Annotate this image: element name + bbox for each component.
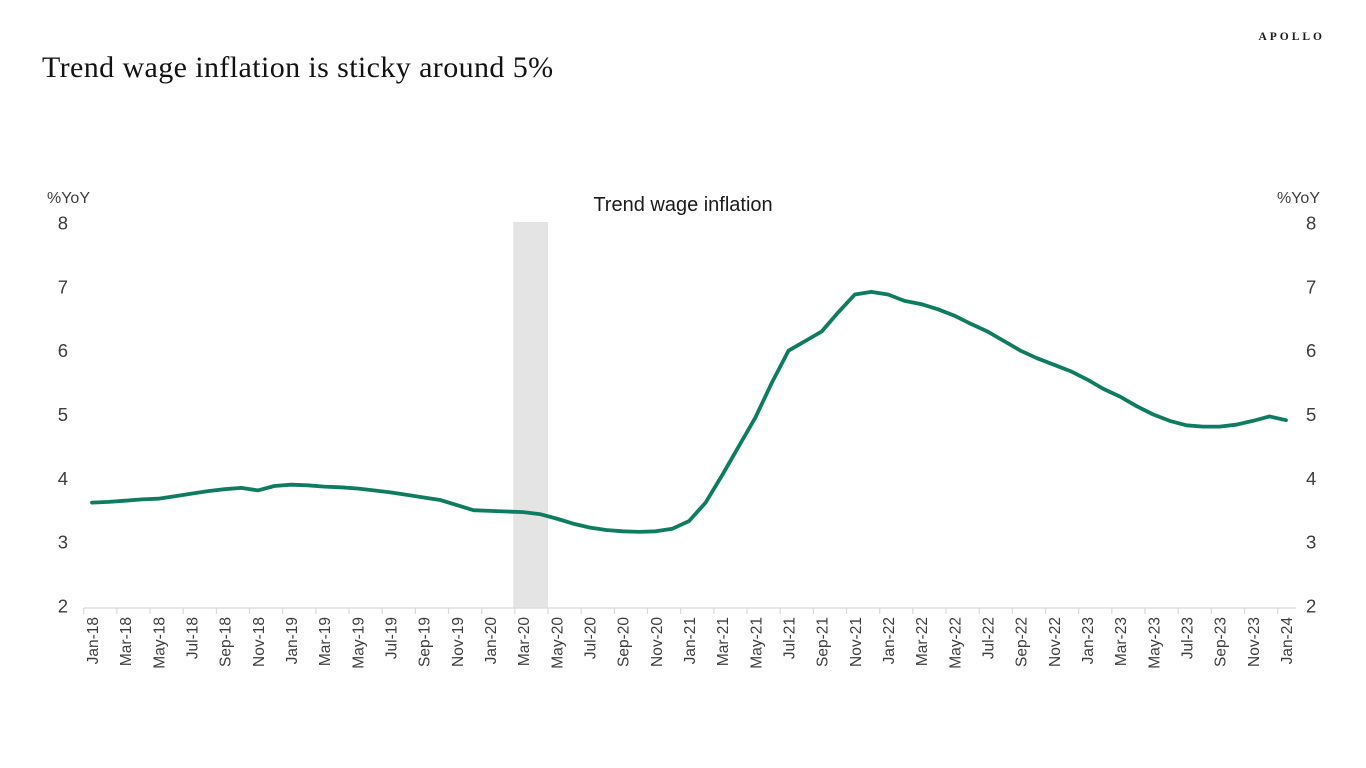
y-axis-tick-label-right: 5 xyxy=(1306,404,1316,425)
x-axis-tick-label: Jul-19 xyxy=(384,617,401,659)
recession-shading-band xyxy=(513,222,548,608)
x-axis-tick-label: Sep-18 xyxy=(218,617,235,667)
right-axis-unit-label: %YoY xyxy=(1277,190,1320,207)
x-axis-tick-label: Mar-19 xyxy=(317,617,334,666)
y-axis-tick-label-right: 4 xyxy=(1306,468,1316,489)
x-axis-tick-label: Nov-18 xyxy=(251,617,268,667)
apollo-logo: APOLLO xyxy=(1258,31,1325,43)
x-axis-tick-label: Sep-21 xyxy=(815,617,832,667)
y-axis-tick-label-left: 3 xyxy=(58,532,68,553)
x-axis-tick-label: Nov-22 xyxy=(1047,617,1064,667)
x-axis-tick-label: Sep-23 xyxy=(1213,617,1230,667)
x-axis-tick-label: May-18 xyxy=(151,617,168,669)
x-axis-tick-label: Jan-23 xyxy=(1080,617,1097,664)
x-axis-tick-label: Nov-21 xyxy=(848,617,865,667)
x-axis-tick-label: Mar-18 xyxy=(118,617,135,666)
x-axis-tick-label: Mar-21 xyxy=(715,617,732,666)
y-axis-tick-label-right: 3 xyxy=(1306,532,1316,553)
y-axis-tick-label-left: 5 xyxy=(58,404,68,425)
y-axis-tick-label-right: 2 xyxy=(1306,596,1316,617)
y-axis-tick-label-right: 6 xyxy=(1306,340,1316,361)
x-axis-tick-label: Sep-20 xyxy=(616,617,633,667)
y-axis-tick-label-right: 8 xyxy=(1306,213,1316,234)
y-axis-tick-label-left: 2 xyxy=(58,596,68,617)
x-axis-tick-label: Jan-18 xyxy=(85,617,102,664)
x-axis-tick-label: Jul-22 xyxy=(981,617,998,659)
chart-title: Trend wage inflation xyxy=(593,194,773,216)
y-axis-tick-label-left: 4 xyxy=(58,468,68,489)
x-axis-tick-label: Nov-20 xyxy=(649,617,666,667)
x-axis-tick-label: Mar-20 xyxy=(516,617,533,666)
x-axis-tick-label: Jan-22 xyxy=(881,617,898,664)
x-axis-tick-label: Jul-23 xyxy=(1180,617,1197,659)
y-axis-tick-label-left: 6 xyxy=(58,340,68,361)
x-axis-tick-label: Mar-23 xyxy=(1113,617,1130,666)
x-axis-tick-label: May-23 xyxy=(1146,617,1163,669)
x-axis-tick-label: Nov-23 xyxy=(1246,617,1263,667)
x-axis-tick-label: Jan-21 xyxy=(682,617,699,664)
x-axis-tick-label: Jan-19 xyxy=(284,617,301,664)
y-axis-tick-label-left: 8 xyxy=(58,213,68,234)
x-axis-tick-label: May-20 xyxy=(549,617,566,669)
x-axis-tick-label: Jan-20 xyxy=(483,617,500,665)
x-axis-tick-label: Mar-22 xyxy=(914,617,931,666)
y-axis-tick-label-left: 7 xyxy=(58,276,68,297)
x-axis-tick-label: Jul-20 xyxy=(583,617,600,660)
y-axis-tick-label-right: 7 xyxy=(1306,276,1316,297)
x-axis-tick-label: Jul-18 xyxy=(185,617,202,659)
x-axis-tick-label: May-19 xyxy=(350,617,367,669)
x-axis-tick-label: May-21 xyxy=(748,617,765,669)
left-axis-unit-label: %YoY xyxy=(47,190,90,207)
x-axis-tick-label: Sep-19 xyxy=(417,617,434,667)
x-axis-tick-label: Sep-22 xyxy=(1014,617,1031,667)
page-title: Trend wage inflation is sticky around 5% xyxy=(42,51,554,84)
trend-wage-inflation-line xyxy=(90,289,1288,534)
x-axis-tick-label: Jan-24 xyxy=(1279,617,1296,665)
x-axis-tick-label: Nov-19 xyxy=(450,617,467,667)
x-axis-tick-label: May-22 xyxy=(947,617,964,669)
x-axis-tick-label: Jul-21 xyxy=(782,617,799,659)
